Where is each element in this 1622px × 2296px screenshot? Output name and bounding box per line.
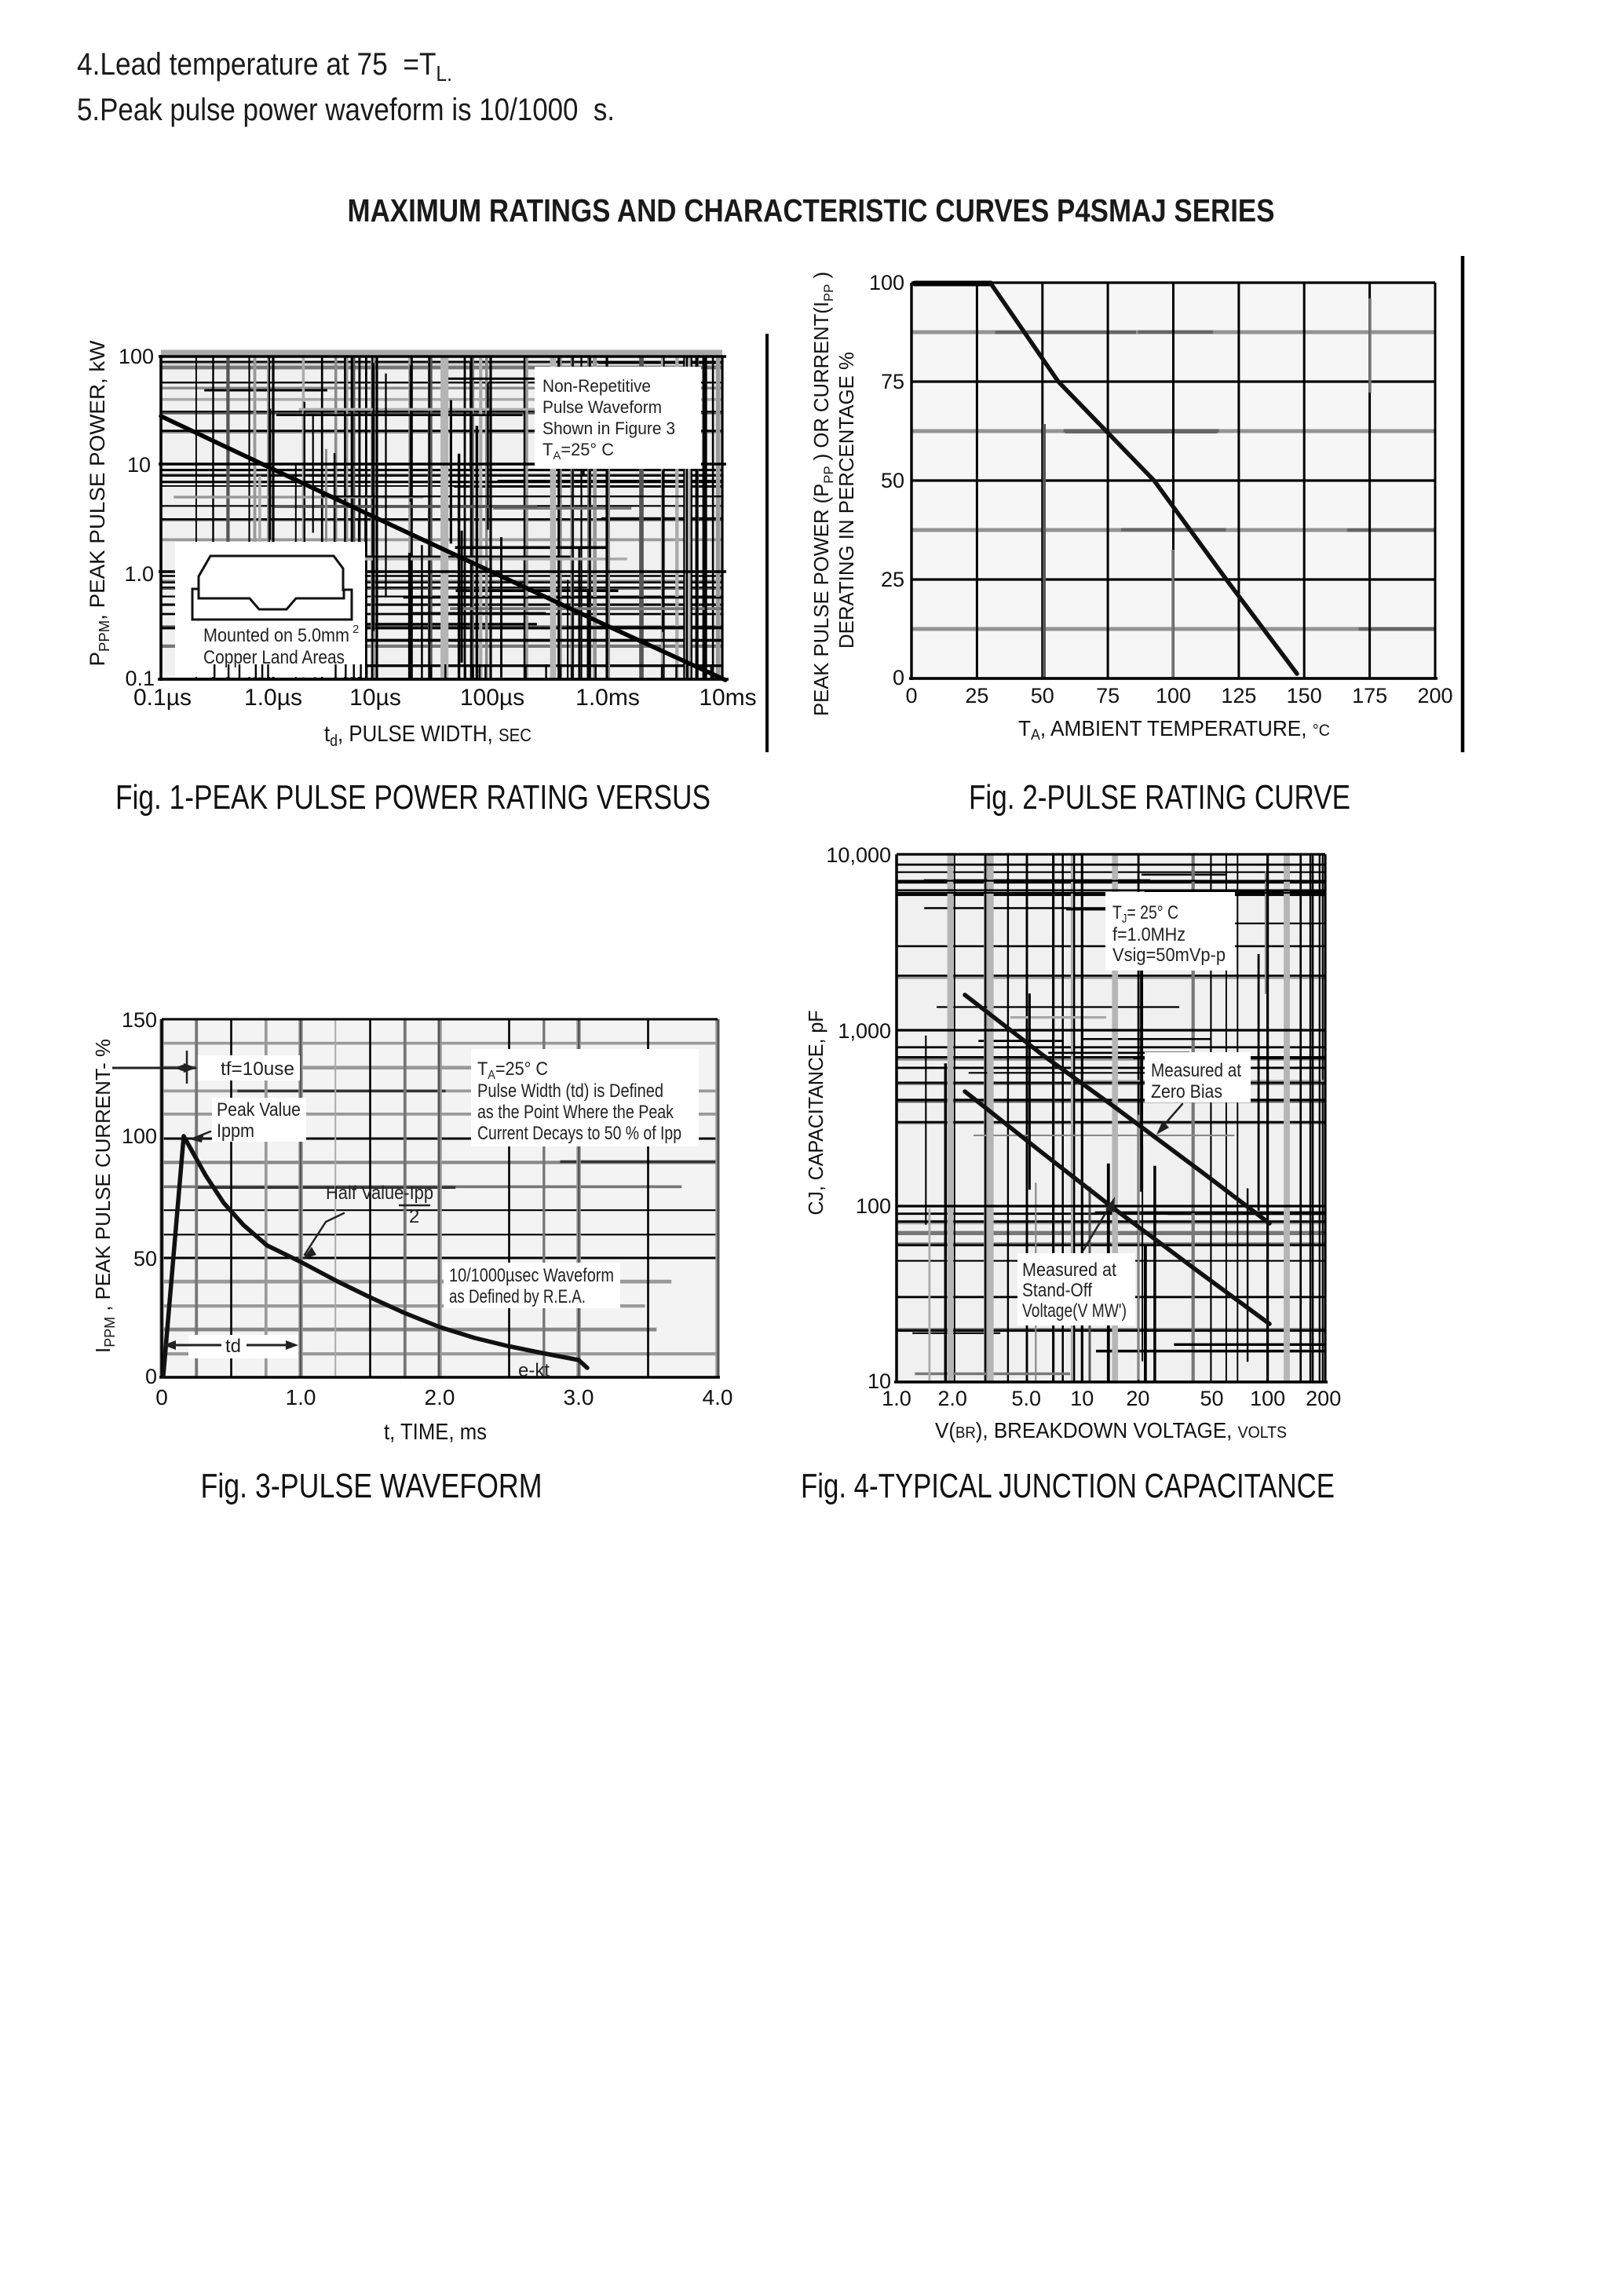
svg-text:10: 10 <box>868 1369 891 1393</box>
svg-text:75: 75 <box>881 370 904 393</box>
svg-text:Non-Repetitive: Non-Repetitive <box>542 376 651 396</box>
svg-text:1.0µs: 1.0µs <box>244 685 302 711</box>
svg-text:Stand-Off: Stand-Off <box>1022 1280 1092 1301</box>
svg-text:0: 0 <box>893 666 904 689</box>
svg-text:Pulse Width (td) is Defined: Pulse Width (td) is Defined <box>477 1080 663 1102</box>
svg-text:150: 150 <box>122 1008 157 1032</box>
svg-text:100: 100 <box>1156 684 1191 707</box>
svg-text:PEAK PULSE POWER (PPP ) OR: PEAK PULSE POWER (PPP ) OR CURRENT(IPP ) <box>809 272 836 716</box>
svg-text:Zero Bias: Zero Bias <box>1151 1081 1222 1102</box>
svg-text:200: 200 <box>1417 684 1452 707</box>
svg-text:10ms: 10ms <box>699 685 756 711</box>
svg-text:5.Peak pulse power waveform is: 5.Peak pulse power waveform is 10/1000 s… <box>77 93 615 127</box>
svg-text:50: 50 <box>1031 684 1054 707</box>
svg-text:3.0: 3.0 <box>564 1385 594 1409</box>
svg-text:Measured at: Measured at <box>1151 1060 1241 1081</box>
svg-text:10µs: 10µs <box>349 685 401 711</box>
svg-text:tf=10use: tf=10use <box>221 1058 294 1080</box>
svg-text:10,000: 10,000 <box>826 843 891 867</box>
svg-text:PPPM, PEAK PULSE POWER, kW: PPPM, PEAK PULSE POWER, kW <box>86 340 112 667</box>
svg-text:1.0: 1.0 <box>882 1387 911 1410</box>
svg-text:td, PULSE WIDTH, SEC: td, PULSE WIDTH, SEC <box>324 722 532 750</box>
svg-text:Voltage(V MW'): Voltage(V MW') <box>1022 1300 1127 1322</box>
svg-text:MAXIMUM RATINGS AND CHARACTERI: MAXIMUM RATINGS AND CHARACTERISTIC CURVE… <box>348 192 1275 229</box>
svg-text:CJ, CAPACITANCE, pF: CJ, CAPACITANCE, pF <box>804 1011 827 1216</box>
svg-text:V(BR), BREAKDOWN VOLTAGE, VOL: V(BR), BREAKDOWN VOLTAGE, VOLTS <box>935 1418 1287 1442</box>
svg-text:2: 2 <box>353 623 359 636</box>
svg-text:Shown in Figure 3: Shown in Figure 3 <box>542 419 675 438</box>
svg-text:Pulse Waveform: Pulse Waveform <box>542 397 662 417</box>
svg-text:0: 0 <box>145 1365 157 1388</box>
svg-text:Copper Land Areas: Copper Land Areas <box>203 647 345 668</box>
svg-text:50: 50 <box>133 1247 157 1270</box>
svg-text:150: 150 <box>1287 684 1322 707</box>
svg-text:Half Value-Ipp: Half Value-Ipp <box>326 1183 433 1204</box>
svg-text:Measured at: Measured at <box>1022 1260 1116 1281</box>
svg-text:4.Lead temperature at 75 =TL.: 4.Lead temperature at 75 =TL. <box>77 47 452 86</box>
svg-text:1.0: 1.0 <box>286 1385 316 1409</box>
svg-text:Fig. 4-TYPICAL JUNCTION CAPACI: Fig. 4-TYPICAL JUNCTION CAPACITANCE <box>801 1467 1335 1505</box>
svg-text:Ippm: Ippm <box>217 1121 254 1142</box>
svg-text:Fig. 2-PULSE RATING CURVE: Fig. 2-PULSE RATING CURVE <box>969 778 1350 817</box>
svg-text:10: 10 <box>127 453 151 477</box>
svg-text:200: 200 <box>1306 1387 1341 1410</box>
svg-text:0.1: 0.1 <box>125 667 155 690</box>
svg-text:4.0: 4.0 <box>703 1385 733 1409</box>
svg-text:50: 50 <box>1200 1387 1223 1410</box>
svg-text:td: td <box>225 1336 241 1357</box>
svg-text:100: 100 <box>1250 1387 1285 1410</box>
svg-text:TJ= 25° C: TJ= 25° C <box>1112 902 1178 926</box>
svg-text:100µs: 100µs <box>460 685 524 711</box>
svg-text:100: 100 <box>122 1124 157 1148</box>
svg-text:1.0: 1.0 <box>124 562 154 586</box>
svg-text:TA, AMBIENT TEMPERATURE, °C: TA, AMBIENT TEMPERATURE, °C <box>1018 716 1330 744</box>
svg-text:1.0ms: 1.0ms <box>575 685 640 711</box>
svg-text:Peak Value: Peak Value <box>217 1099 301 1121</box>
svg-text:125: 125 <box>1221 684 1256 707</box>
svg-text:Fig. 3-PULSE WAVEFORM: Fig. 3-PULSE WAVEFORM <box>201 1467 542 1505</box>
svg-text:75: 75 <box>1096 684 1120 707</box>
svg-text:100: 100 <box>869 271 904 294</box>
svg-text:t, TIME, ms: t, TIME, ms <box>384 1420 487 1445</box>
svg-text:0: 0 <box>905 684 917 707</box>
svg-text:0.1µs: 0.1µs <box>133 685 192 711</box>
svg-text:f=1.0MHz: f=1.0MHz <box>1112 924 1185 945</box>
svg-text:2: 2 <box>409 1206 419 1227</box>
svg-text:IPPM , PEAK PULSE CURRENT- %: IPPM , PEAK PULSE CURRENT- % <box>91 1039 118 1353</box>
svg-text:20: 20 <box>1126 1387 1149 1410</box>
svg-text:e-kt: e-kt <box>518 1360 550 1381</box>
svg-text:as the Point Where the Peak: as the Point Where the Peak <box>477 1102 674 1123</box>
svg-text:as Defined by R.E.A.: as Defined by R.E.A. <box>449 1286 586 1307</box>
svg-text:25: 25 <box>965 684 988 707</box>
svg-text:50: 50 <box>881 469 904 492</box>
svg-text:2.0: 2.0 <box>425 1385 455 1409</box>
svg-text:0: 0 <box>155 1385 168 1409</box>
svg-text:Vsig=50mVp-p: Vsig=50mVp-p <box>1112 945 1226 966</box>
svg-text:10/1000µsec Waveform: 10/1000µsec Waveform <box>449 1265 614 1286</box>
svg-text:100: 100 <box>856 1194 891 1218</box>
svg-text:Current Decays to 50 % of Ipp: Current Decays to 50 % of Ipp <box>477 1123 681 1144</box>
svg-text:175: 175 <box>1352 684 1387 707</box>
svg-text:DERATING IN PERCENTAGE %: DERATING IN PERCENTAGE % <box>835 352 858 649</box>
svg-text:2.0: 2.0 <box>937 1387 967 1410</box>
svg-text:5.0: 5.0 <box>1011 1387 1041 1410</box>
svg-text:Fig. 1-PEAK PULSE POWER RATING: Fig. 1-PEAK PULSE POWER RATING VERSUS <box>115 778 711 817</box>
svg-text:Mounted on 5.0mm: Mounted on 5.0mm <box>203 625 349 646</box>
svg-text:1,000: 1,000 <box>838 1019 891 1043</box>
svg-text:100: 100 <box>119 345 154 368</box>
svg-text:25: 25 <box>881 568 904 591</box>
svg-text:10: 10 <box>1070 1387 1094 1410</box>
